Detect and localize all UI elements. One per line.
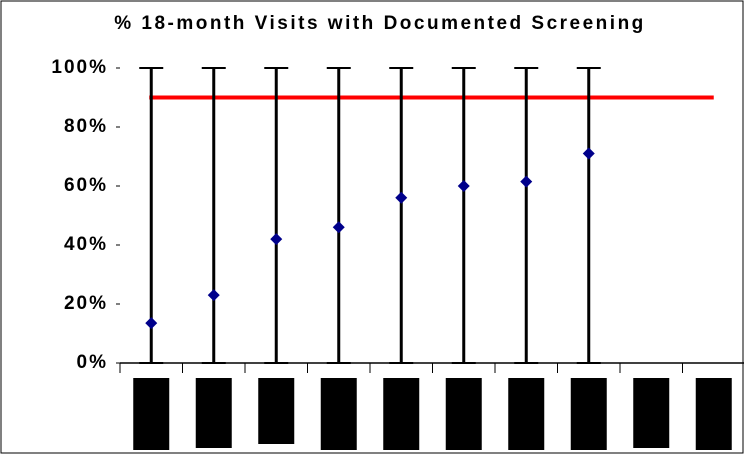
redacted-label: [133, 378, 169, 450]
redacted-label: [383, 378, 419, 450]
chart-frame: 0% 20% 40% 60% 80% 100% % 18-month Visits wit…: [0, 0, 744, 454]
y-tick-label: 0%: [77, 352, 108, 373]
chart-title: % 18-month Visits with Documented Screen…: [80, 12, 680, 36]
redacted-label: [696, 378, 732, 450]
y-tick-label: 40%: [64, 234, 108, 255]
point: [458, 180, 470, 192]
point: [145, 317, 157, 329]
chart: 0% 20% 40% 60% 80% 100%: [0, 0, 744, 454]
redacted-label: [258, 378, 294, 444]
redacted-label: [446, 378, 482, 450]
point: [520, 176, 532, 188]
y-tick-label: 20%: [64, 293, 108, 314]
redacted-label: [571, 378, 607, 450]
point: [583, 148, 595, 160]
redacted-label: [508, 378, 544, 450]
point: [208, 289, 220, 301]
redacted-label: [321, 378, 357, 450]
redacted-label: [633, 378, 669, 448]
y-tick-label: 60%: [64, 175, 108, 196]
point: [395, 192, 407, 204]
frame: [1, 1, 743, 453]
point: [270, 233, 282, 245]
y-tick-label: 80%: [64, 116, 108, 137]
point: [333, 221, 345, 233]
redacted-label: [196, 378, 232, 448]
y-tick-label: 100%: [51, 57, 108, 78]
